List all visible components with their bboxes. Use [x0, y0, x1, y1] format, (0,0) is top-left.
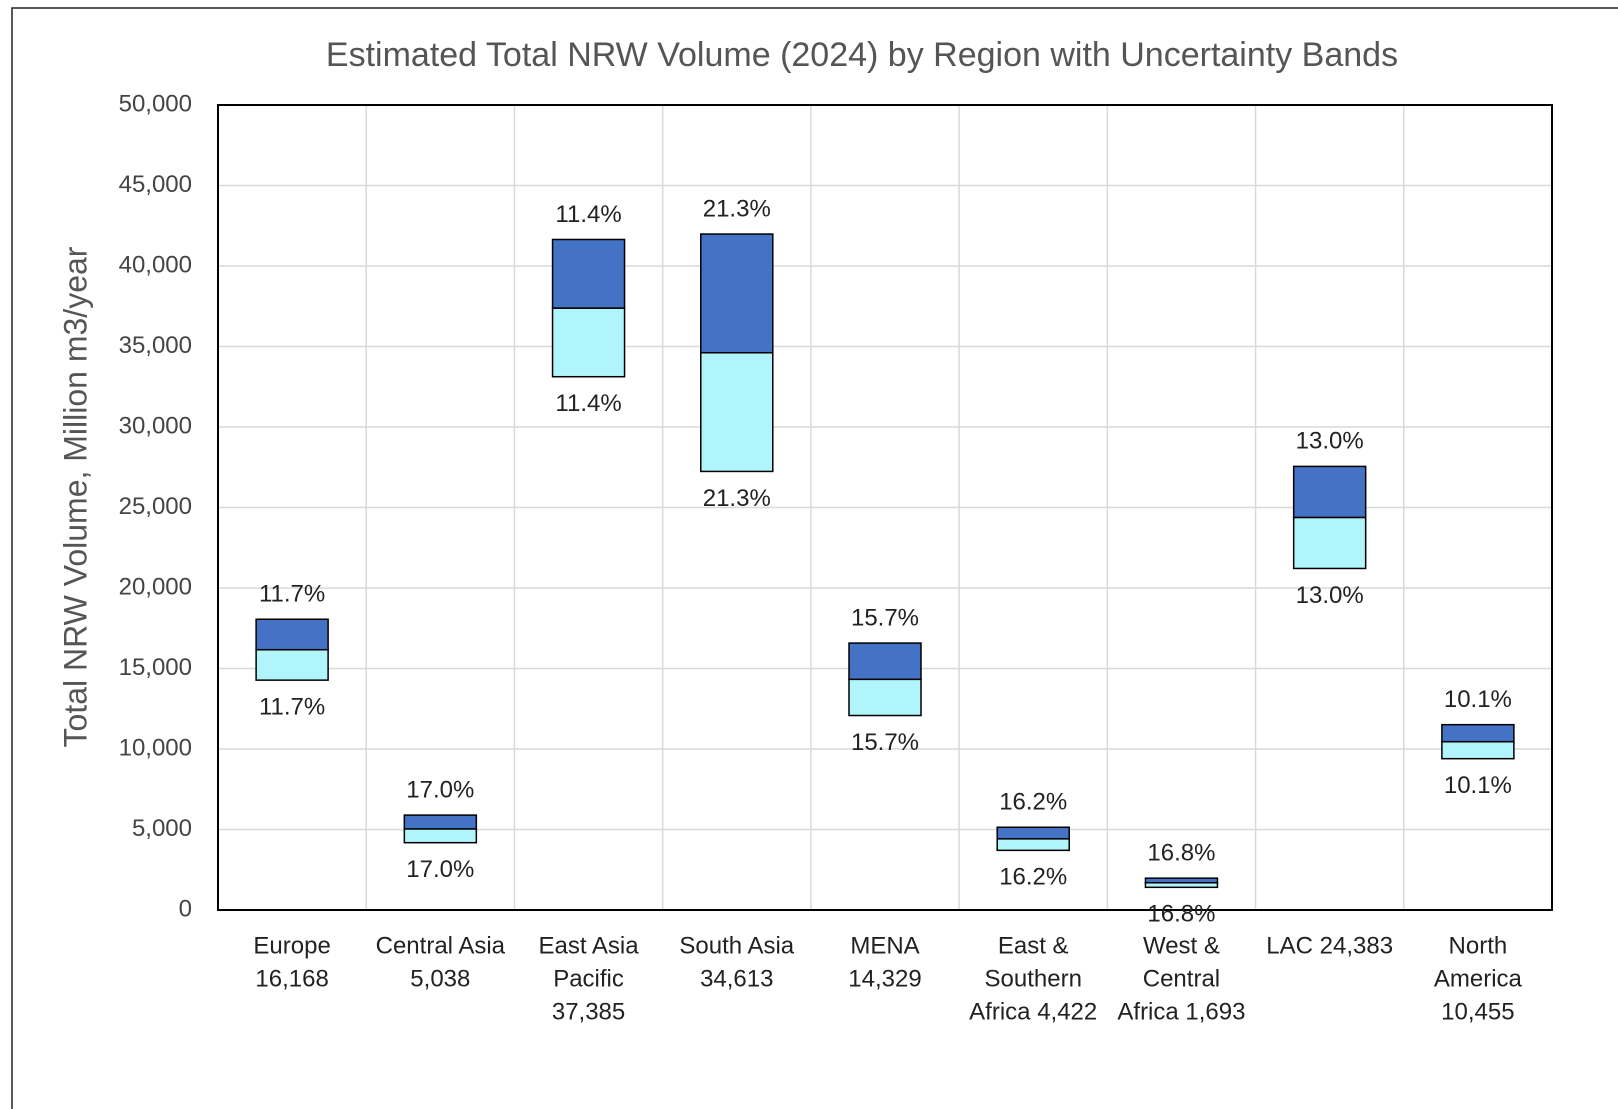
x-tick-label: 10,455: [1441, 998, 1514, 1025]
upper-label: 10.1%: [1444, 686, 1512, 713]
lower-label: 11.7%: [259, 693, 325, 720]
x-tick-label: 34,613: [700, 965, 773, 992]
x-tick-label: America: [1434, 965, 1523, 992]
y-tick-label: 35,000: [119, 332, 192, 359]
x-tick-label: Central: [1143, 965, 1220, 992]
y-tick-label: 50,000: [119, 90, 192, 117]
y-tick-label: 40,000: [119, 251, 192, 278]
upper-band: [1144, 877, 1219, 884]
lower-band: [551, 307, 626, 378]
x-tick-label: South Asia: [679, 932, 794, 959]
x-tick-label: 37,385: [552, 998, 625, 1025]
upper-band: [996, 826, 1070, 840]
x-tick-label: West &: [1143, 932, 1220, 959]
upper-band: [1292, 465, 1367, 519]
lower-band: [403, 828, 478, 844]
upper-label: 16.8%: [1147, 840, 1215, 867]
chart-title: Estimated Total NRW Volume (2024) by Reg…: [326, 36, 1398, 74]
upper-label: 13.0%: [1296, 428, 1364, 455]
x-tick-label: North: [1449, 932, 1508, 959]
x-tick-label: 16,168: [255, 965, 328, 992]
lower-band: [1441, 740, 1515, 760]
lower-band: [1292, 516, 1367, 570]
x-tick-label: Africa 1,693: [1117, 998, 1245, 1025]
upper-band: [848, 642, 922, 681]
x-tick-label: Central Asia: [376, 932, 506, 959]
x-tick-label: East Asia: [539, 932, 640, 959]
lower-band: [848, 678, 922, 717]
lower-label: 17.0%: [406, 856, 474, 883]
x-tick-label: 5,038: [410, 965, 470, 992]
y-axis-label: Total NRW Volume, Million m3/year: [57, 246, 93, 747]
lower-band: [700, 351, 774, 473]
x-tick-label: Africa 4,422: [969, 998, 1097, 1025]
upper-band: [403, 814, 478, 830]
upper-label: 16.2%: [999, 789, 1067, 816]
upper-band: [551, 238, 626, 309]
upper-band: [255, 618, 329, 651]
y-tick-label: 10,000: [119, 734, 192, 761]
x-tick-label: East &: [998, 932, 1069, 959]
lower-label: 16.2%: [999, 864, 1067, 891]
chart-frame: [11, 7, 1618, 1109]
y-tick-label: 45,000: [119, 171, 192, 198]
y-tick-label: 5,000: [132, 815, 192, 842]
x-tick-label: MENA: [850, 932, 919, 959]
y-tick-label: 20,000: [119, 573, 192, 600]
lower-label: 16.8%: [1147, 901, 1215, 928]
upper-label: 15.7%: [851, 604, 919, 631]
x-tick-label: 14,329: [848, 965, 921, 992]
lower-band: [996, 838, 1070, 852]
lower-label: 13.0%: [1296, 582, 1364, 609]
lower-band: [255, 648, 329, 681]
upper-label: 11.4%: [555, 201, 621, 228]
upper-band: [1441, 723, 1515, 743]
y-tick-label: 30,000: [119, 412, 192, 439]
lower-label: 21.3%: [703, 485, 771, 512]
x-tick-label: Southern: [985, 965, 1082, 992]
y-tick-label: 25,000: [119, 493, 192, 520]
y-tick-label: 0: [179, 895, 192, 922]
x-tick-label: Pacific: [553, 965, 624, 992]
lower-label: 10.1%: [1444, 772, 1512, 799]
y-tick-label: 15,000: [119, 654, 192, 681]
lower-label: 11.4%: [555, 390, 621, 417]
lower-label: 15.7%: [851, 729, 919, 756]
x-tick-label: LAC 24,383: [1266, 932, 1393, 959]
plot-border: [217, 104, 1553, 911]
x-tick-label: Europe: [253, 932, 330, 959]
upper-band: [700, 233, 774, 354]
upper-label: 21.3%: [703, 195, 771, 222]
upper-label: 11.7%: [259, 581, 325, 608]
upper-label: 17.0%: [406, 776, 474, 803]
